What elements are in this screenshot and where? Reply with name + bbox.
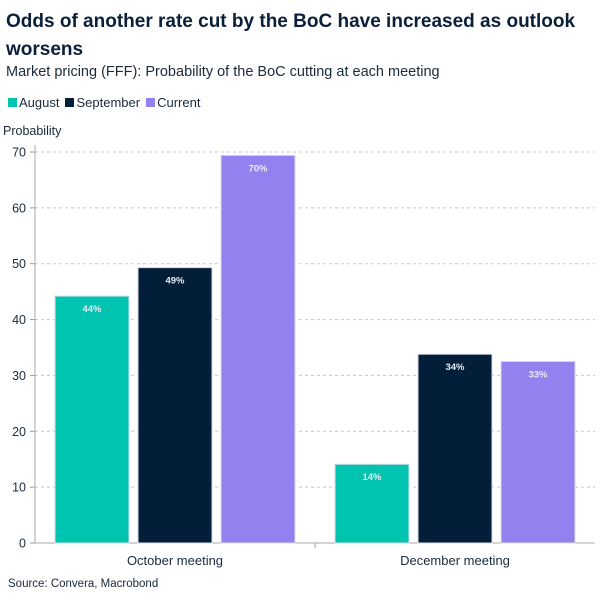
- legend-label: September: [76, 95, 141, 110]
- y-tick-label: 60: [12, 201, 26, 215]
- bar-september: [137, 267, 213, 544]
- data-label: 34%: [445, 362, 465, 373]
- y-tick-label: 0: [19, 537, 26, 551]
- legend-label: August: [19, 95, 60, 110]
- chart-title: Odds of another rate cut by the BoC have…: [6, 11, 576, 60]
- data-label: 44%: [82, 304, 102, 315]
- legend-swatch: [146, 98, 156, 107]
- legend-swatch: [65, 98, 75, 107]
- bar-august: [54, 295, 130, 544]
- legend-item-august: August: [8, 95, 59, 110]
- data-label: 33%: [528, 369, 548, 380]
- y-tick-label: 20: [12, 425, 26, 439]
- data-label: 49%: [165, 276, 185, 287]
- bar-august: [334, 463, 410, 544]
- y-tick-label: 10: [12, 481, 26, 495]
- y-axis-label: Probability: [3, 124, 62, 138]
- y-tick-label: 70: [12, 146, 26, 160]
- y-tick-label: 40: [12, 313, 26, 327]
- x-tick-label: October meeting: [127, 553, 223, 568]
- source-note: Source: Convera, Macrobond: [8, 578, 159, 590]
- data-label: 70%: [248, 163, 268, 174]
- chart-subtitle: Market pricing (FFF): Probability of the…: [6, 64, 440, 80]
- legend: August September Current: [8, 95, 200, 110]
- legend-swatch: [8, 98, 17, 107]
- data-label: 14%: [362, 472, 382, 483]
- y-tick-label: 30: [12, 369, 26, 383]
- bar-current: [500, 360, 576, 544]
- legend-item-current: Current: [146, 95, 200, 110]
- x-tick-label: December meeting: [400, 553, 510, 568]
- bar-september: [417, 353, 493, 544]
- y-tick-label: 50: [12, 257, 26, 271]
- legend-label: Current: [157, 95, 201, 110]
- legend-item-september: September: [65, 95, 140, 110]
- bar-current: [220, 154, 296, 544]
